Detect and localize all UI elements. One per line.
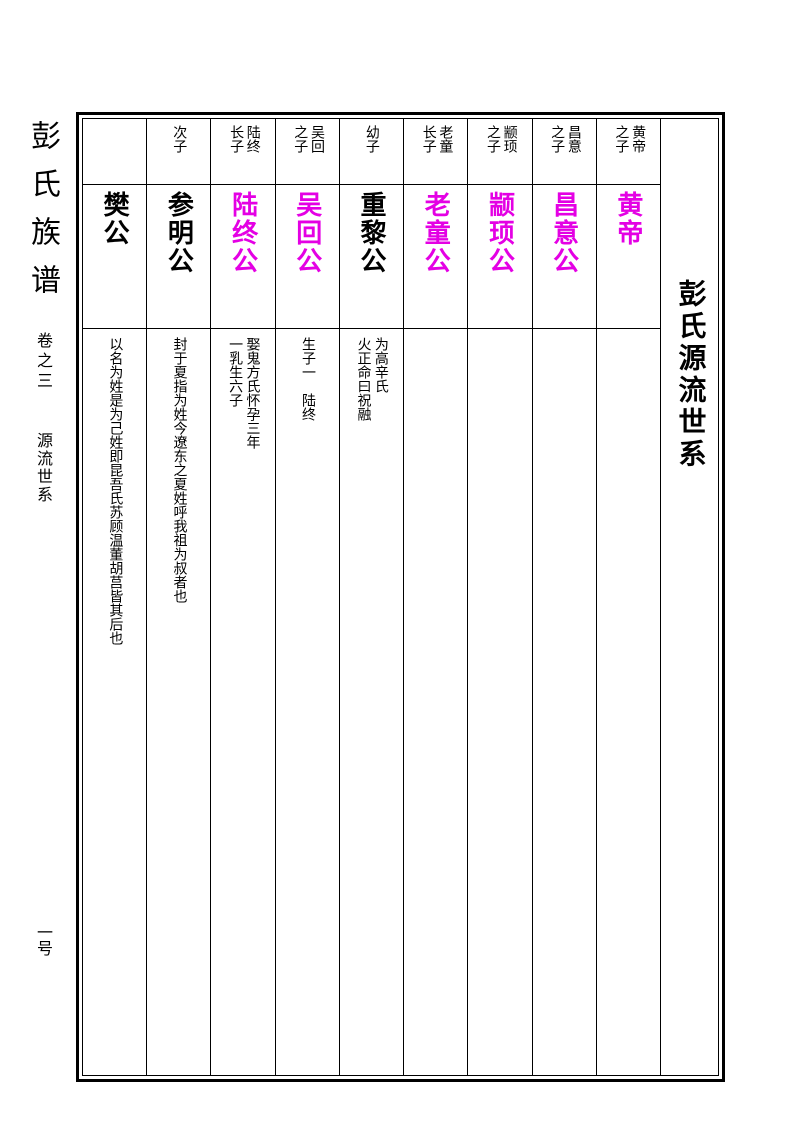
header-line: 颛顼 <box>501 125 516 153</box>
genealogy-column: 吴回 之子 吴回公 生子一 陆终 <box>276 119 340 1075</box>
column-header: 黄帝 之子 <box>597 119 660 185</box>
outer-frame: 彭氏源流世系 黄帝 之子 黄帝 昌意 之子 <box>76 112 725 1082</box>
genealogy-column: 老童 长子 老童公 <box>404 119 468 1075</box>
column-header: 幼子 <box>340 119 403 185</box>
genealogy-column: 颛顼 之子 颛顼公 <box>468 119 532 1075</box>
column-description: 为高辛氏 火正命曰祝融 <box>340 329 403 1075</box>
column-header: 陆终 长子 <box>211 119 274 185</box>
column-name: 老童公 <box>404 185 467 329</box>
desc-line: 封于夏指为姓今遼东之夏姓呼我祖为叔者也 <box>171 337 186 603</box>
desc-line: 一乳生六子 <box>227 337 242 407</box>
column-name: 吴回公 <box>276 185 339 329</box>
person-name: 陆终公 <box>225 191 262 275</box>
column-description <box>468 329 531 1075</box>
genealogy-column: 次子 参明公 封于夏指为姓今遼东之夏姓呼我祖为叔者也 <box>147 119 211 1075</box>
desc-line: 为高辛氏 <box>373 337 388 393</box>
person-name: 颛顼公 <box>481 191 518 275</box>
genealogy-column: 幼子 重黎公 为高辛氏 火正命曰祝融 <box>340 119 404 1075</box>
person-name: 重黎公 <box>353 191 390 275</box>
column-name: 重黎公 <box>340 185 403 329</box>
header-line: 黄帝 <box>629 125 644 153</box>
column-description <box>404 329 467 1075</box>
header-line: 长子 <box>227 125 242 153</box>
desc-line: 以名为姓是为己姓即昆吾氏苏顾温董胡莒皆其后也 <box>107 337 122 645</box>
column-description: 生子一 陆终 <box>276 329 339 1075</box>
header-line: 幼子 <box>363 125 378 153</box>
column-header: 老童 长子 <box>404 119 467 185</box>
genealogy-column: 黄帝 之子 黄帝 <box>597 119 660 1075</box>
desc-line: 火正命曰祝融 <box>355 337 370 421</box>
spine-pagenum: 一号 <box>30 924 54 956</box>
spine-volume: 卷之三 <box>30 332 54 392</box>
header-line: 之子 <box>613 125 628 153</box>
column-header: 吴回 之子 <box>276 119 339 185</box>
genealogy-column: 昌意 之子 昌意公 <box>533 119 597 1075</box>
column-name: 黄帝 <box>597 185 660 329</box>
inner-frame: 彭氏源流世系 黄帝 之子 黄帝 昌意 之子 <box>82 118 719 1076</box>
genealogy-column: 樊公 以名为姓是为己姓即昆吾氏苏顾温董胡莒皆其后也 <box>83 119 147 1075</box>
column-header: 次子 <box>147 119 210 185</box>
desc-line: 娶鬼方氏怀孕三年 <box>244 337 259 449</box>
header-line: 之子 <box>484 125 499 153</box>
header-line: 昌意 <box>565 125 580 153</box>
column-description: 封于夏指为姓今遼东之夏姓呼我祖为叔者也 <box>147 329 210 1075</box>
column-description: 以名为姓是为己姓即昆吾氏苏顾温董胡莒皆其后也 <box>83 329 146 1075</box>
column-header: 昌意 之子 <box>533 119 596 185</box>
header-line: 陆终 <box>244 125 259 153</box>
header-line: 吴回 <box>308 125 323 153</box>
column-description <box>533 329 596 1075</box>
person-name: 参明公 <box>160 191 197 275</box>
column-name: 昌意公 <box>533 185 596 329</box>
person-name: 黄帝 <box>610 191 647 247</box>
main-title: 彭氏源流世系 <box>670 279 710 471</box>
spine-title: 彭氏族谱 <box>20 120 64 312</box>
column-description: 娶鬼方氏怀孕三年 一乳生六子 <box>211 329 274 1075</box>
column-name: 颛顼公 <box>468 185 531 329</box>
person-name: 昌意公 <box>546 191 583 275</box>
header-line: 次子 <box>171 125 186 153</box>
genealogy-column: 陆终 长子 陆终公 娶鬼方氏怀孕三年 一乳生六子 <box>211 119 275 1075</box>
person-name: 老童公 <box>417 191 454 275</box>
person-name: 吴回公 <box>289 191 326 275</box>
content-area: 黄帝 之子 黄帝 昌意 之子 昌意公 <box>83 119 660 1075</box>
column-name: 樊公 <box>83 185 146 329</box>
header-line: 之子 <box>292 125 307 153</box>
column-header: 颛顼 之子 <box>468 119 531 185</box>
header-line: 老童 <box>437 125 452 153</box>
person-name: 樊公 <box>96 191 133 247</box>
desc-line: 生子一 陆终 <box>300 337 315 421</box>
header-line: 长子 <box>420 125 435 153</box>
page: 彭氏族谱 卷之三 源流世系 一号 彭氏源流世系 黄帝 之子 黄帝 <box>0 0 793 1122</box>
header-line: 之子 <box>548 125 563 153</box>
main-title-column: 彭氏源流世系 <box>660 119 718 1075</box>
column-name: 陆终公 <box>211 185 274 329</box>
spine-section: 源流世系 <box>30 432 54 504</box>
column-description <box>597 329 660 1075</box>
column-header <box>83 119 146 185</box>
column-name: 参明公 <box>147 185 210 329</box>
spine: 彭氏族谱 卷之三 源流世系 一号 <box>18 120 66 956</box>
